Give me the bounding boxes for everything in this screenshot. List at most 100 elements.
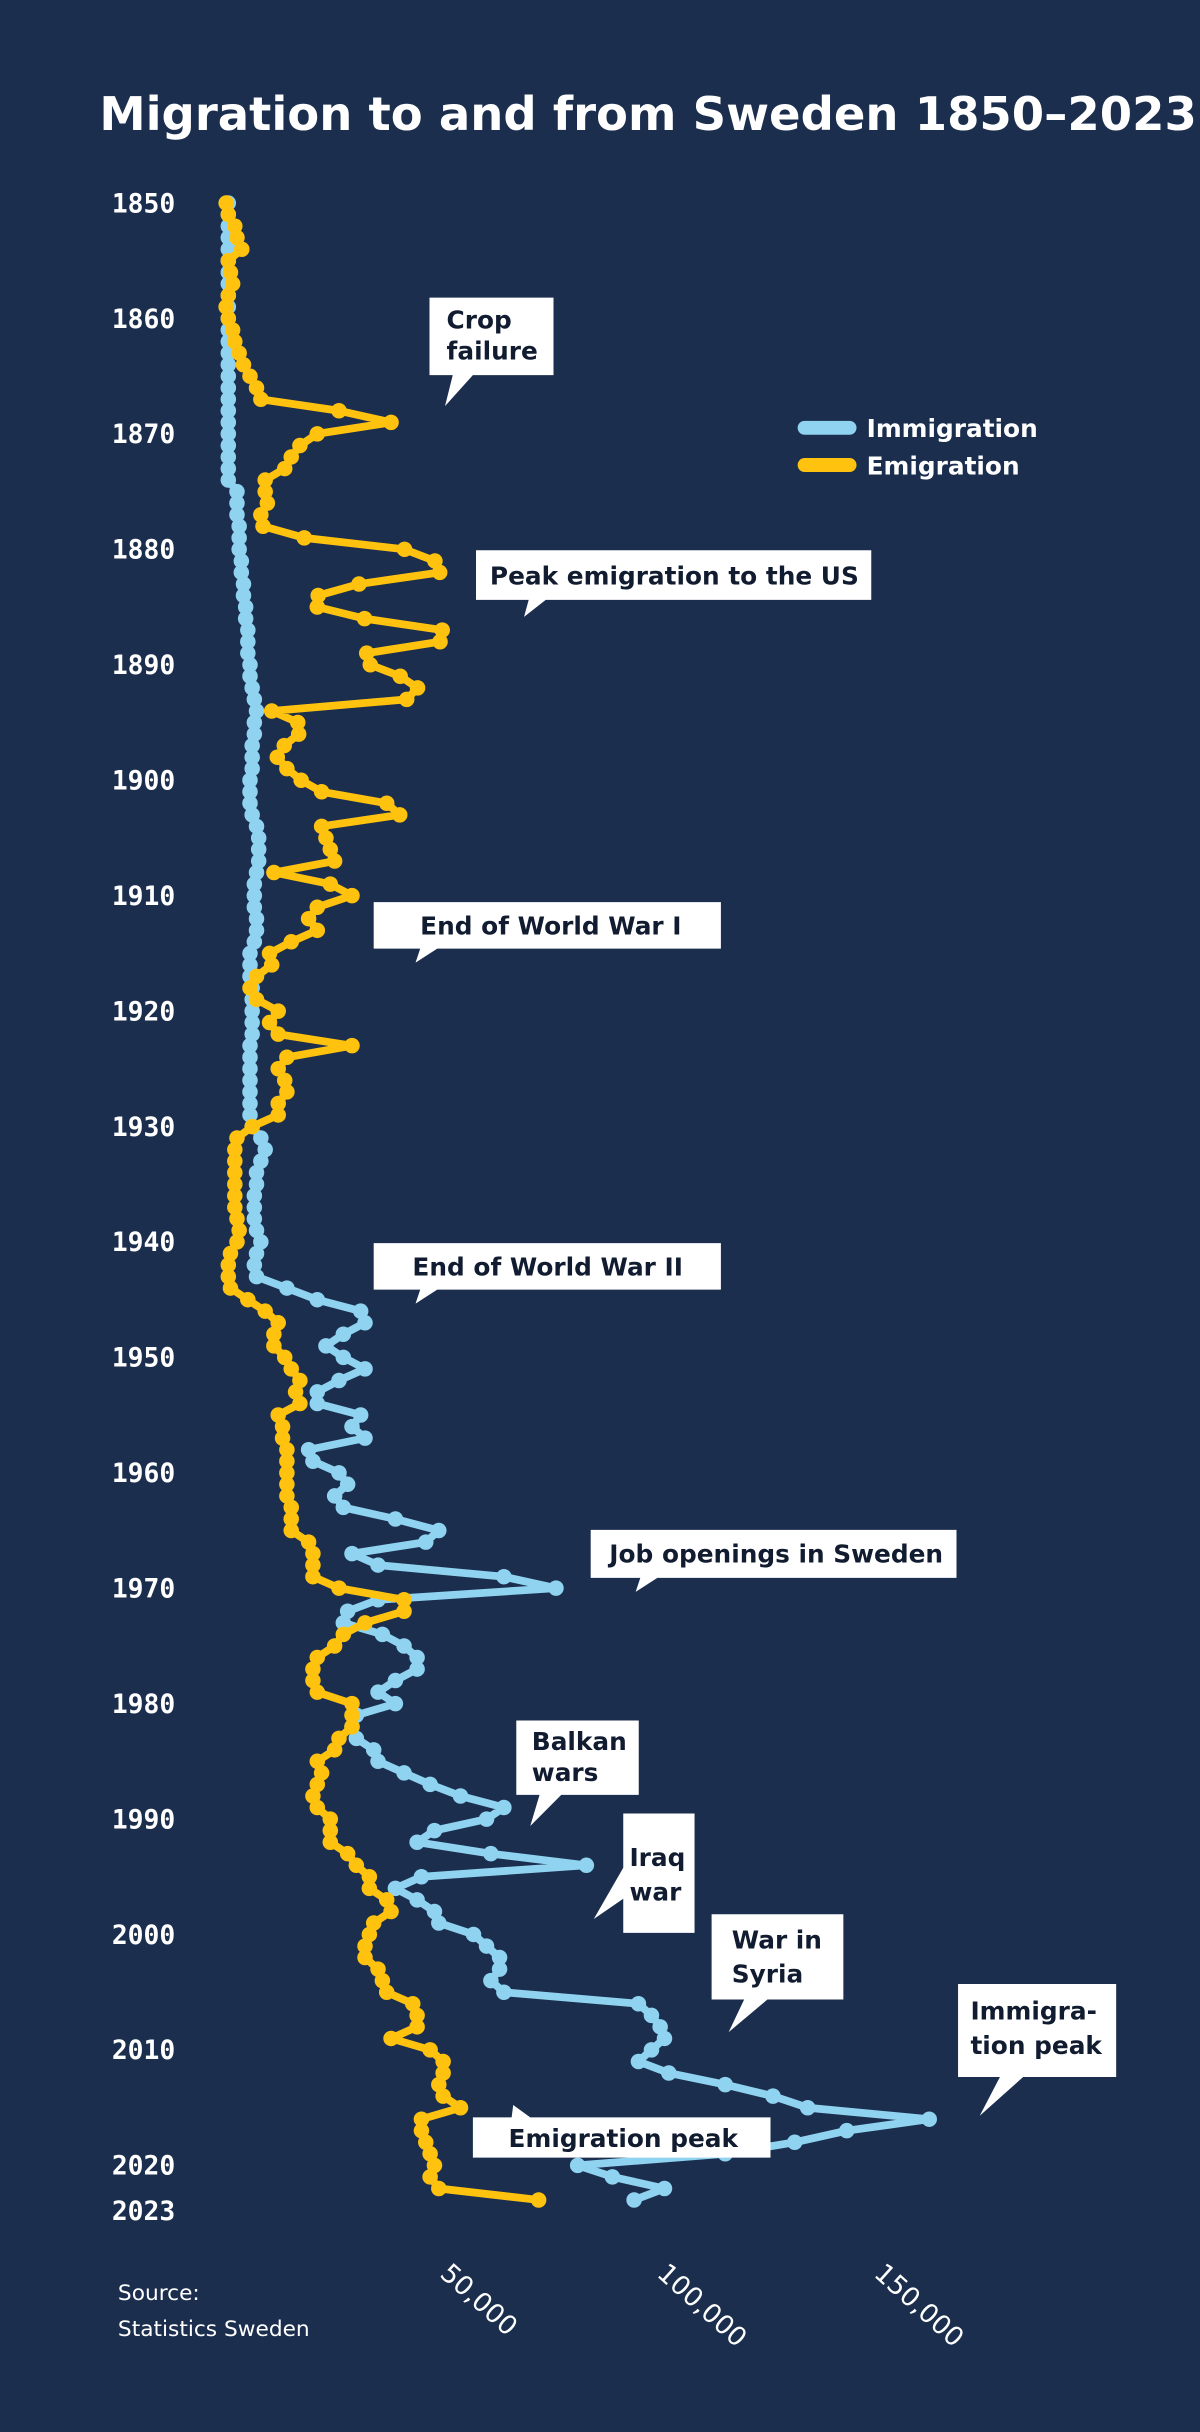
emigration-point-1981: [344, 1707, 360, 1724]
emigration-point-1904: [313, 818, 330, 835]
immigration-point-1985: [370, 1753, 386, 1770]
emigration-point-1932: [227, 1141, 243, 1158]
emigration-point-1997: [378, 1892, 395, 1908]
immigration-point-1879: [231, 530, 247, 546]
annotations: Crop failure Peak emigration to the US E…: [373, 297, 1117, 2158]
emigration-point-1867: [253, 391, 269, 408]
immigration-point-1931: [253, 1130, 269, 1146]
immigration-point-2007: [643, 2007, 660, 2024]
immigration-point-1970: [548, 1580, 564, 1596]
immigration-point-1928: [242, 1095, 258, 1112]
emigration-point-1977: [305, 1661, 321, 1677]
year-tick-label: 1980: [112, 1690, 175, 1720]
emigration-point-1943: [220, 1268, 237, 1285]
immigration-point-1953: [309, 1384, 326, 1400]
emigration-point-1909: [322, 876, 339, 892]
emigration-point-1992: [322, 1834, 339, 1850]
immigration-point-1896: [246, 726, 263, 742]
emigration-point-1957: [274, 1430, 291, 1446]
emigration-point-1949: [266, 1338, 282, 1354]
emigration-point-1851: [220, 206, 237, 223]
emigration-point-1896: [290, 726, 307, 742]
emigration-point-1958: [279, 1441, 295, 1458]
immigration-point-1925: [242, 1060, 258, 1077]
year-tick-label: 1880: [112, 536, 175, 566]
immigration-point-1929: [242, 1107, 258, 1123]
emigration-point-1965: [283, 1522, 299, 1539]
emigration-point-1893: [398, 691, 415, 708]
emigration-point-1907: [326, 853, 343, 869]
emigration-point-1928: [270, 1095, 286, 1112]
emigration-point-1877: [253, 507, 269, 523]
immigration-point-1910: [246, 887, 263, 904]
immigration-point-1902: [242, 795, 258, 811]
immigration-point-2014: [765, 2088, 781, 2104]
annotation-text: End of World War II: [412, 1253, 683, 1282]
chart-title: Migration to and from Sweden 1850–2023: [99, 87, 1196, 141]
immigration-point-1943: [248, 1268, 265, 1285]
immigration-point-1990: [478, 1811, 495, 1827]
emigration-point-1931: [229, 1130, 245, 1146]
emigration-point-1922: [270, 1026, 286, 1042]
immigration-point-1973: [335, 1615, 352, 1631]
immigration-point-2018: [786, 2134, 803, 2151]
emigration-point-1884: [310, 587, 326, 604]
immigration-point-1991: [426, 1822, 443, 1839]
year-tick-label: 2010: [112, 2036, 175, 2066]
immigration-point-1877: [229, 507, 245, 523]
year-tick-label: 1860: [112, 305, 175, 335]
year-tick-label: 1910: [112, 882, 175, 912]
emigration-point-1996: [361, 1880, 378, 1897]
annotation-text: Syria: [732, 1959, 804, 1988]
emigration-point-1940: [229, 1234, 245, 1250]
emigration-point-1979: [309, 1684, 326, 1700]
emigration-point-1864: [235, 356, 252, 373]
legend-label-immigration: Immigration: [867, 414, 1038, 443]
immigration-point-1967: [344, 1545, 360, 1562]
emigration-point-1915: [261, 945, 278, 962]
immigration-point-1865: [220, 368, 237, 384]
immigration-point-1988: [452, 1788, 469, 1804]
immigration-point-2015: [799, 2099, 816, 2116]
annotation-peak-emigration-us: Peak emigration to the US: [475, 550, 872, 617]
immigration-point-1920: [244, 1003, 260, 1019]
immigration-point-2016: [921, 2111, 937, 2127]
year-tick-label: 1950: [112, 1344, 175, 1374]
emigration-point-1930: [244, 1118, 260, 1135]
immigration-point-1986: [396, 1765, 412, 1781]
immigration-point-1905: [250, 830, 267, 846]
emigration-point-1934: [227, 1164, 243, 1181]
emigration-point-1961: [279, 1476, 295, 1493]
immigration-point-1963: [335, 1499, 352, 1516]
immigration-point-1956: [344, 1418, 360, 1435]
emigration-point-2023: [530, 2192, 547, 2208]
emigration-point-1927: [279, 1084, 295, 1100]
annotation-balkan-wars: Balkan wars: [516, 1720, 639, 1826]
annotation-text: Emigration peak: [509, 2124, 739, 2153]
emigration-point-1870: [309, 426, 326, 442]
emigration-point-1853: [229, 229, 245, 246]
legend: Immigration Emigration: [797, 414, 1038, 480]
annotation-job-openings: Job openings in Sweden: [590, 1529, 957, 1592]
annotation-text: Iraq: [629, 1843, 685, 1872]
immigration-point-2005: [496, 1984, 512, 2001]
emigration-point-2011: [435, 2053, 451, 2070]
immigration-point-1965: [431, 1522, 447, 1539]
emigration-point-2021: [422, 2169, 438, 2185]
immigration-point-1863: [220, 345, 237, 361]
immigration-point-1904: [248, 818, 265, 835]
immigration-point-1976: [409, 1649, 425, 1666]
immigration-point-1899: [244, 760, 260, 777]
source-value: Statistics Sweden: [118, 2317, 310, 2342]
emigration-point-1912: [300, 910, 317, 927]
immigration-point-1949: [318, 1338, 334, 1354]
emigration-point-1998: [383, 1903, 399, 1920]
immigration-point-1978: [387, 1672, 404, 1689]
emigration-point-1911: [309, 899, 326, 915]
immigration-point-1890: [242, 657, 258, 673]
emigration-point-1874: [257, 472, 273, 488]
immigration-point-1950: [335, 1349, 352, 1366]
immigration-point-1912: [248, 910, 265, 927]
emigration-point-1994: [348, 1857, 365, 1874]
immigration-point-2023: [626, 2192, 642, 2208]
